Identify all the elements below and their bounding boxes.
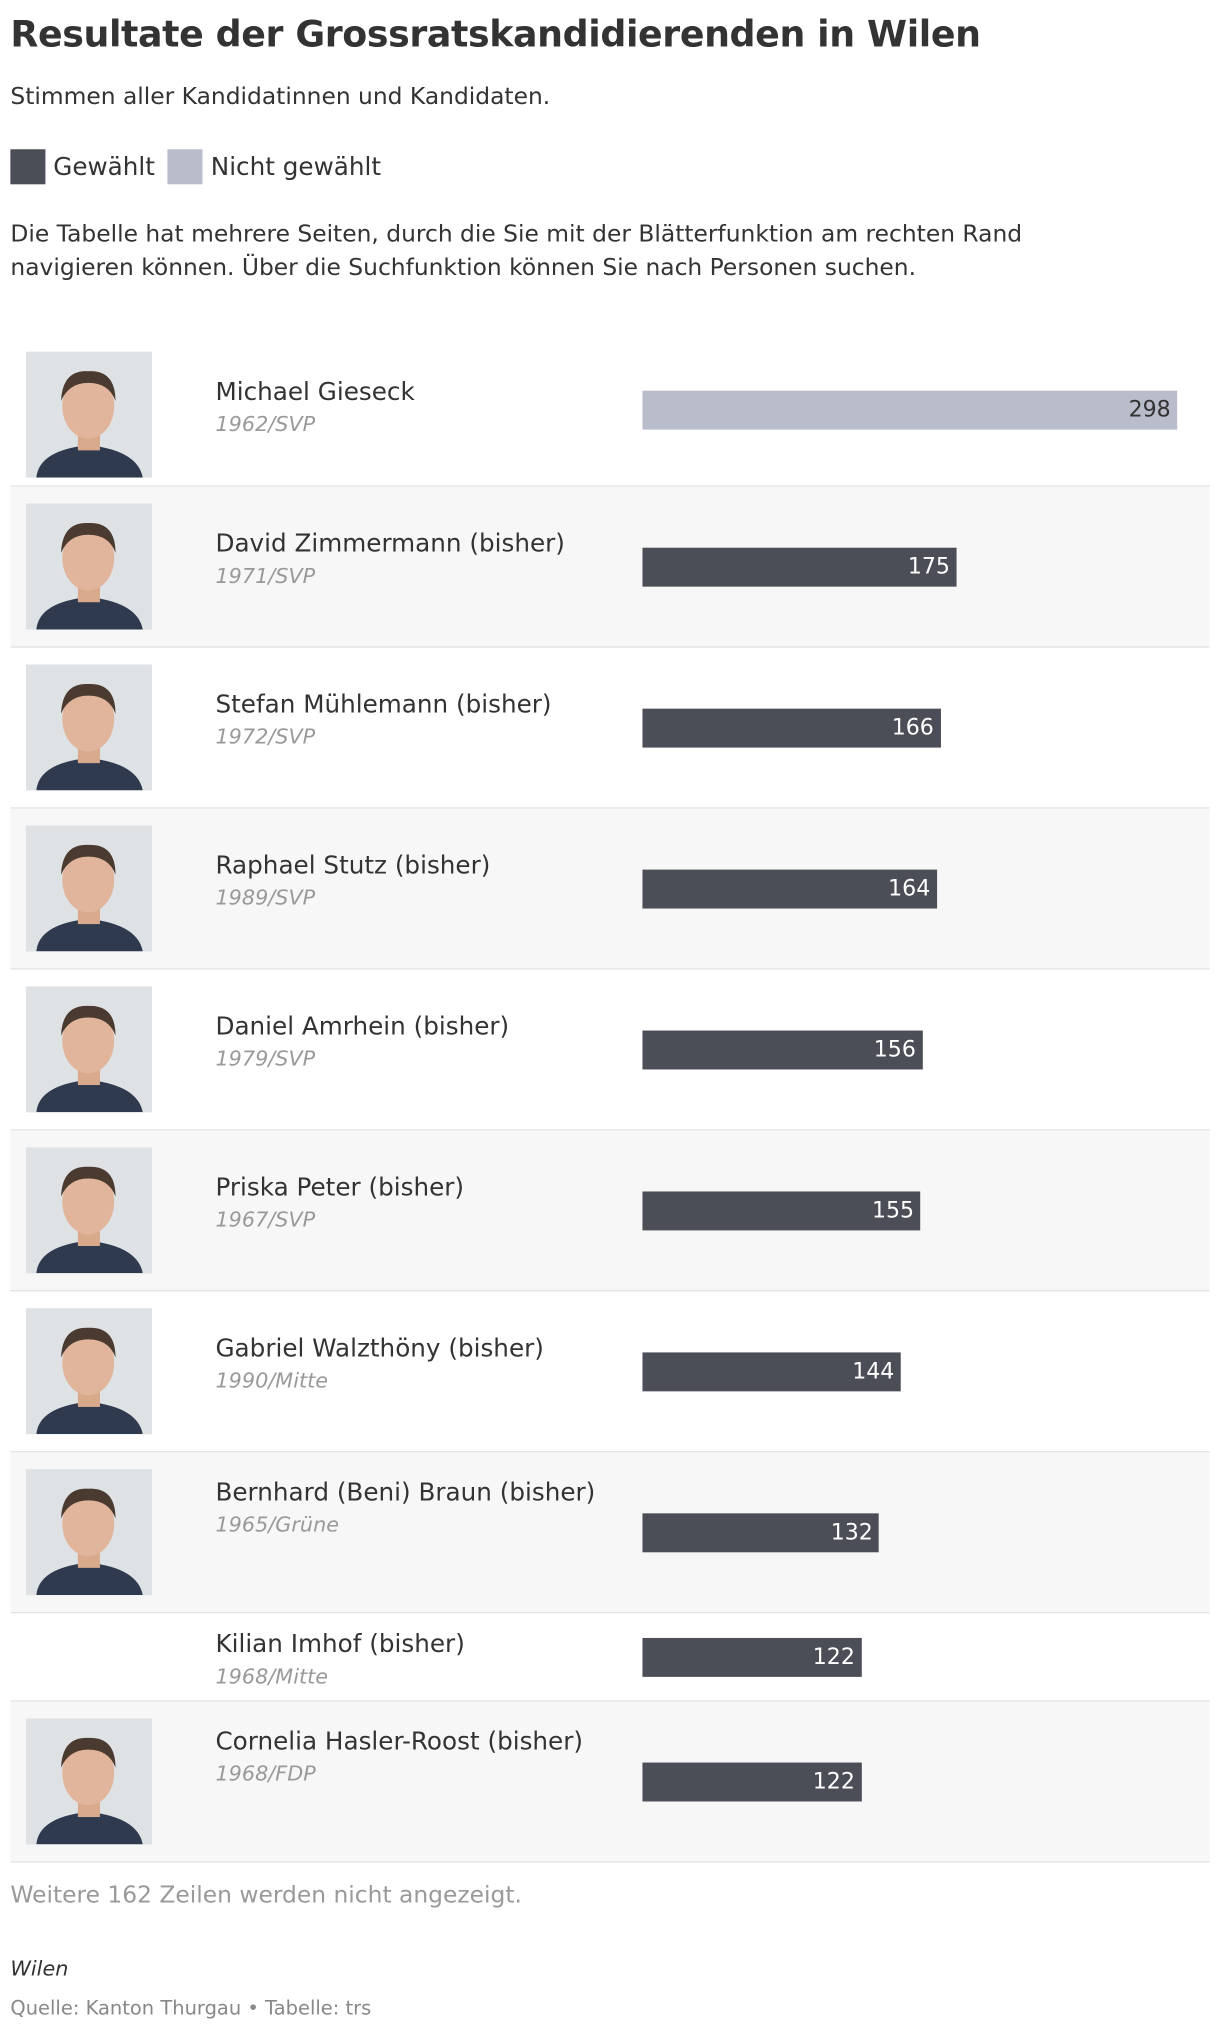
table-row: David Zimmermann (bisher) 1971/SVP 175	[10, 486, 1210, 648]
candidate-meta: 1972/SVP	[215, 724, 316, 749]
bar: 175	[642, 547, 957, 587]
table: Michael Gieseck 1962/SVP 298 David Zimmerma…	[10, 335, 1210, 1863]
bar: 122	[642, 1637, 862, 1677]
portrait	[25, 1718, 152, 1845]
bar-value: 156	[873, 1036, 916, 1063]
portrait	[25, 986, 152, 1113]
candidate: Bernhard (Beni) Braun (bisher) 1965/Grüne	[215, 1474, 604, 1539]
place: Wilen	[10, 1955, 69, 1981]
bar-value: 155	[871, 1197, 915, 1224]
candidate-meta: 1967/SVP	[215, 1207, 316, 1232]
photo	[25, 825, 152, 952]
table-row: Stefan Mühlemann (bisher) 1972/SVP 166	[10, 648, 1210, 809]
bar-value: 144	[852, 1358, 895, 1385]
table-row: Daniel Amrhein (bisher) 1979/SVP 156	[10, 970, 1210, 1131]
photo	[25, 1147, 152, 1274]
bar-value: 132	[830, 1519, 873, 1546]
table-row: Cornelia Hasler-Roost (bisher) 1968/FDP 12…	[10, 1701, 1210, 1863]
photo	[25, 986, 152, 1113]
legend: Gewählt Nicht gewählt	[10, 149, 394, 185]
candidate-name: Daniel Amrhein (bisher)	[215, 1012, 510, 1041]
portrait	[25, 351, 152, 478]
portrait	[25, 1147, 152, 1274]
portrait	[25, 1469, 152, 1596]
candidate: David Zimmermann (bisher) 1971/SVP	[215, 526, 604, 591]
bar: 156	[642, 1029, 923, 1069]
candidate-meta: 1962/SVP	[215, 411, 316, 437]
table-row: Gabriel Walzthöny (bisher) 1990/Mitte 144	[10, 1291, 1210, 1453]
portrait	[25, 664, 152, 791]
bar-value: 175	[907, 553, 950, 580]
bar-value: 122	[812, 1643, 855, 1670]
photo	[25, 1718, 152, 1845]
more-rows: Weitere 162 Zeilen werden nicht angezeig…	[10, 1881, 522, 1910]
candidate: Cornelia Hasler-Roost (bisher) 1968/FDP	[215, 1724, 604, 1789]
source: Quelle: Kanton Thurgau • Tabelle: trs	[10, 1996, 372, 2020]
bar: 155	[642, 1190, 921, 1230]
candidate-meta: 1968/Mitte	[215, 1663, 329, 1689]
legend-swatch	[167, 149, 203, 185]
candidate-name: Cornelia Hasler-Roost (bisher)	[215, 1727, 584, 1757]
candidate: Stefan Mühlemann (bisher) 1972/SVP	[215, 687, 604, 752]
note: Die Tabelle hat mehrere Seiten, durch di…	[10, 220, 1023, 282]
candidate-meta: 1979/SVP	[215, 1046, 316, 1071]
bar: 298	[642, 390, 1178, 430]
legend-label: Nicht gewählt	[210, 152, 382, 182]
table-row: Kilian Imhof (bisher) 1968/Mitte 122	[10, 1613, 1210, 1702]
candidate-meta: 1968/FDP	[215, 1761, 316, 1786]
photo	[25, 1469, 152, 1596]
table-row: Priska Peter (bisher) 1967/SVP 155	[10, 1130, 1210, 1292]
bar: 144	[642, 1351, 901, 1391]
legend-item: Nicht gewählt	[167, 149, 382, 185]
candidate: Priska Peter (bisher) 1967/SVP	[215, 1169, 604, 1234]
photo	[25, 664, 152, 791]
candidate-meta: 1990/Mitte	[215, 1367, 329, 1393]
table-row: Bernhard (Beni) Braun (bisher) 1965/Grüne…	[10, 1452, 1210, 1614]
candidate-name: Michael Gieseck	[215, 377, 415, 407]
candidate-name: David Zimmermann (bisher)	[215, 529, 565, 559]
legend-label: Gewählt	[53, 152, 155, 182]
candidate: Daniel Amrhein (bisher) 1979/SVP	[215, 1008, 604, 1073]
portrait	[25, 1308, 152, 1435]
bar: 166	[642, 708, 941, 747]
candidate-name: Stefan Mühlemann (bisher)	[215, 690, 552, 720]
photo	[25, 1308, 152, 1435]
candidate: Kilian Imhof (bisher) 1968/Mitte	[215, 1626, 604, 1691]
candidate-name: Gabriel Walzthöny (bisher)	[215, 1334, 544, 1363]
candidate: Raphael Stutz (bisher) 1989/SVP	[215, 848, 604, 913]
bar-value: 298	[1128, 397, 1171, 424]
bar: 164	[642, 868, 937, 908]
candidate-name: Bernhard (Beni) Braun (bisher)	[215, 1478, 596, 1507]
bar-value: 166	[891, 714, 934, 741]
legend-swatch	[10, 149, 46, 185]
bar: 132	[642, 1512, 880, 1552]
bar-value: 164	[888, 875, 931, 902]
portrait	[25, 503, 152, 630]
legend-item: Gewählt	[10, 149, 155, 185]
candidate-name: Priska Peter (bisher)	[215, 1173, 465, 1202]
title: Resultate der Grossratskandidierenden in…	[10, 12, 981, 56]
candidate-meta: 1971/SVP	[215, 563, 316, 588]
candidate-meta: 1965/Grüne	[215, 1512, 340, 1537]
table-row: Michael Gieseck 1962/SVP 298	[10, 335, 1210, 487]
candidate-meta: 1989/SVP	[215, 885, 316, 910]
candidate-name: Kilian Imhof (bisher)	[215, 1630, 465, 1659]
candidate: Gabriel Walzthöny (bisher) 1990/Mitte	[215, 1330, 604, 1395]
candidate-name: Raphael Stutz (bisher)	[215, 851, 491, 880]
photo	[25, 351, 152, 478]
bar-value: 122	[812, 1768, 855, 1795]
table-row: Raphael Stutz (bisher) 1989/SVP 164	[10, 808, 1210, 970]
portrait	[25, 825, 152, 952]
candidate: Michael Gieseck 1962/SVP	[215, 374, 604, 439]
photo	[25, 503, 152, 630]
subtitle: Stimmen aller Kandidatinnen und Kandidat…	[10, 83, 551, 111]
bar: 122	[642, 1761, 862, 1801]
